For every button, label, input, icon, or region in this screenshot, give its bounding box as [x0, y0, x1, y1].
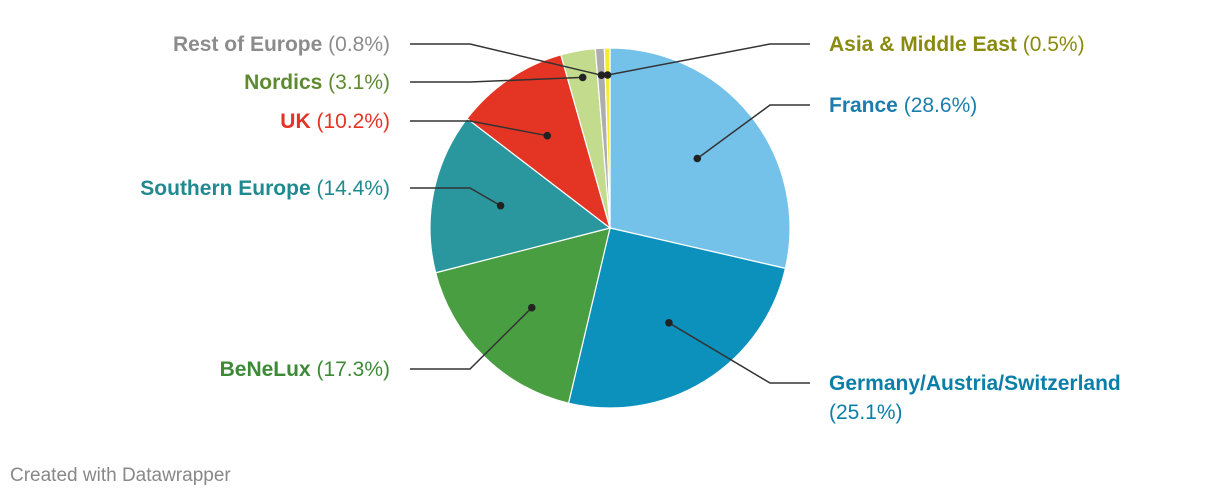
slice-label-name: Asia & Middle East: [829, 33, 1017, 56]
slice-label-percent: (17.3%): [311, 358, 390, 381]
leader-line: [410, 187, 501, 207]
slice-label-percent: (0.8%): [322, 33, 390, 56]
slice-label-name: Nordics: [244, 71, 322, 94]
pie-slice-southern-europe: [429, 117, 612, 274]
leader-dot: [496, 201, 505, 210]
slice-label: Asia & Middle East (0.5%): [829, 33, 1085, 56]
leader-line: [607, 43, 810, 76]
pie-slice-germany-austria-switzerland: [567, 227, 787, 409]
leader-line: [410, 120, 548, 137]
slice-label-name: France: [829, 94, 898, 117]
pie-slice-asia-middle-east: [603, 47, 611, 229]
slice-label: Southern Europe (14.4%): [140, 177, 390, 200]
slice-label-percent: (14.4%): [311, 177, 390, 200]
leader-line: [410, 307, 533, 370]
leader-dot: [693, 154, 702, 163]
slice-label-name: Rest of Europe: [173, 33, 322, 56]
leader-line: [696, 104, 810, 160]
leader-dot: [528, 303, 536, 312]
leader-line: [668, 322, 810, 384]
slice-label: France (28.6%): [829, 94, 977, 117]
leader-dot: [597, 71, 606, 79]
slice-labels: France (28.6%) Germany/Austria/Switzerlan…: [140, 33, 1120, 424]
slice-label-percent: (25.1%): [829, 401, 903, 424]
slice-label-percent: (0.5%): [1017, 33, 1085, 56]
leader-lines: [410, 43, 810, 384]
slice-label-name: Southern Europe: [140, 177, 310, 200]
leader-dot: [543, 131, 552, 140]
leader-line: [410, 43, 602, 76]
slice-label: Germany/Austria/Switzerland (25.1%): [829, 372, 1121, 424]
leader-line: [410, 76, 583, 83]
pie-slice-uk: [466, 54, 612, 230]
slice-label-name: UK: [280, 110, 310, 133]
slice-label-name: BeNeLux: [220, 358, 311, 381]
slice-label: UK (10.2%): [280, 110, 390, 133]
slice-label: Rest of Europe (0.8%): [173, 33, 390, 56]
slice-label-percent: (10.2%): [311, 110, 390, 133]
slice-label: BeNeLux (17.3%): [220, 358, 390, 381]
slice-label-percent: (3.1%): [322, 71, 390, 94]
slice-label: Nordics (3.1%): [244, 71, 390, 94]
pie-slices: [429, 47, 791, 409]
leader-dot: [603, 71, 612, 79]
leader-dot: [578, 73, 587, 82]
slice-label-name: Germany/Austria/Switzerland: [829, 372, 1121, 395]
leader-dot: [665, 319, 673, 327]
credit-text: Created with Datawrapper: [10, 465, 231, 486]
slice-label-percent: (28.6%): [898, 94, 977, 117]
